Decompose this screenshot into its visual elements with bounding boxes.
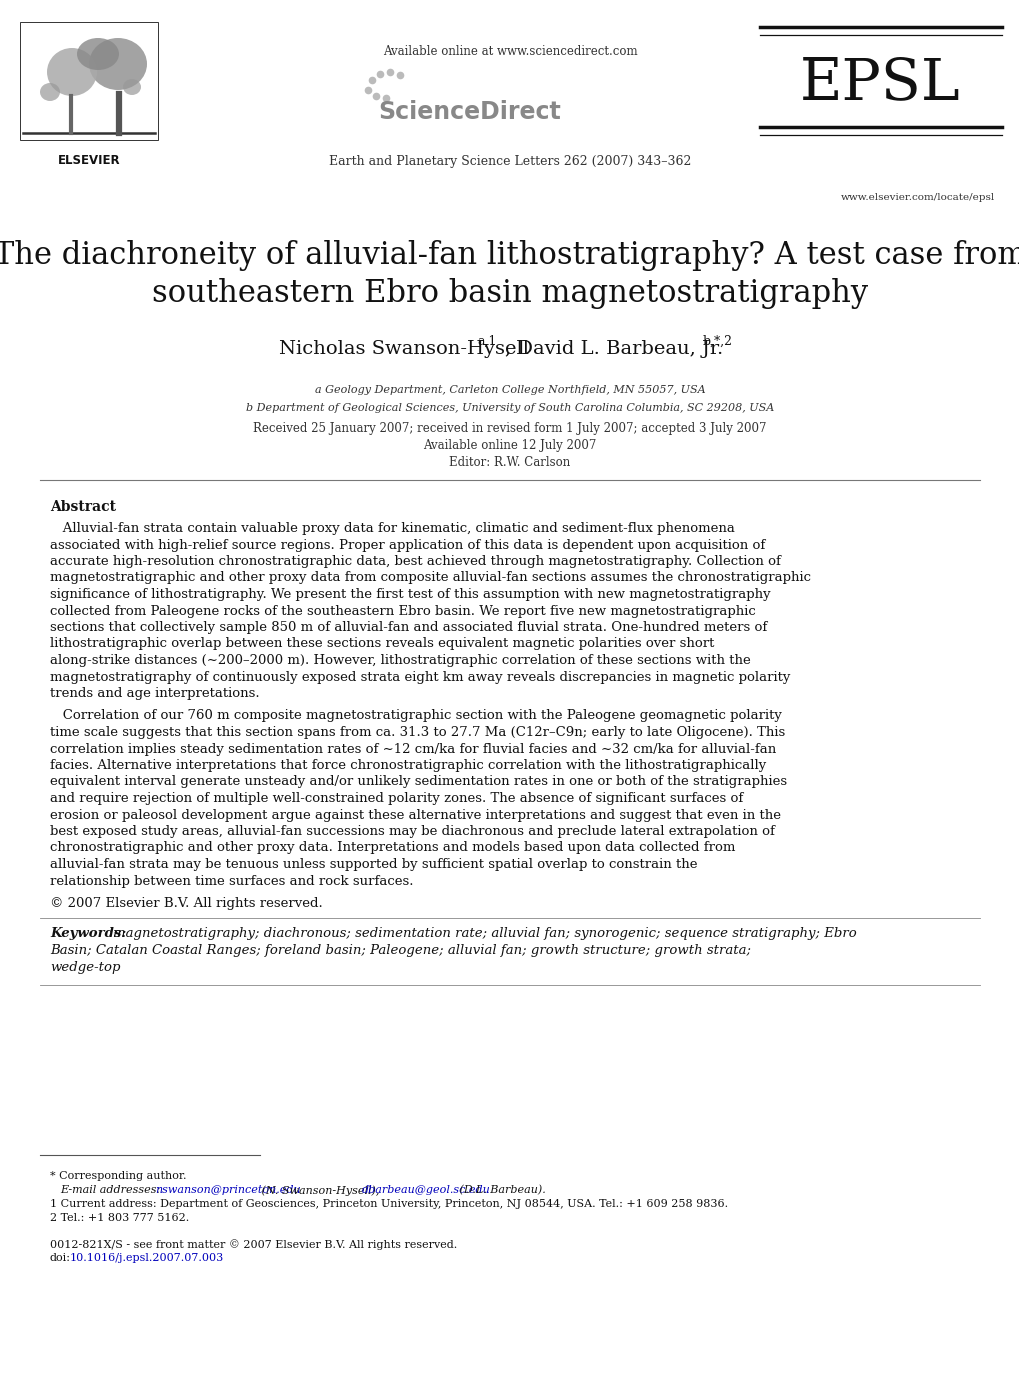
Text: a Geology Department, Carleton College Northfield, MN 55057, USA: a Geology Department, Carleton College N… (315, 385, 704, 395)
Text: ScienceDirect: ScienceDirect (378, 100, 560, 124)
Text: trends and age interpretations.: trends and age interpretations. (50, 687, 260, 700)
Text: doi:: doi: (50, 1253, 71, 1263)
Bar (20, 22, 158, 140)
Text: magnetostratigraphic and other proxy data from composite alluvial-fan sections a: magnetostratigraphic and other proxy dat… (50, 572, 810, 584)
Text: 1 Current address: Department of Geosciences, Princeton University, Princeton, N: 1 Current address: Department of Geoscie… (50, 1199, 728, 1209)
Text: * Corresponding author.: * Corresponding author. (50, 1171, 186, 1181)
Text: sections that collectively sample 850 m of alluvial-fan and associated fluvial s: sections that collectively sample 850 m … (50, 620, 766, 634)
Text: E-mail addresses:: E-mail addresses: (60, 1185, 164, 1195)
Text: and require rejection of multiple well-constrained polarity zones. The absence o: and require rejection of multiple well-c… (50, 791, 743, 805)
Text: EPSL: EPSL (799, 56, 959, 111)
Text: www.elsevier.com/locate/epsl: www.elsevier.com/locate/epsl (840, 193, 994, 202)
Ellipse shape (76, 38, 119, 70)
Text: associated with high-relief source regions. Proper application of this data is d: associated with high-relief source regio… (50, 538, 764, 551)
Text: best exposed study areas, alluvial-fan successions may be diachronous and preclu: best exposed study areas, alluvial-fan s… (50, 825, 774, 837)
Text: b Department of Geological Sciences, University of South Carolina Columbia, SC 2: b Department of Geological Sciences, Uni… (246, 403, 773, 413)
Text: Received 25 January 2007; received in revised form 1 July 2007; accepted 3 July : Received 25 January 2007; received in re… (253, 421, 766, 435)
Text: Alluvial-fan strata contain valuable proxy data for kinematic, climatic and sedi: Alluvial-fan strata contain valuable pro… (50, 522, 734, 536)
Text: facies. Alternative interpretations that force chronostratigraphic correlation w: facies. Alternative interpretations that… (50, 759, 765, 772)
Text: chronostratigraphic and other proxy data. Interpretations and models based upon : chronostratigraphic and other proxy data… (50, 842, 735, 854)
Text: Earth and Planetary Science Letters 262 (2007) 343–362: Earth and Planetary Science Letters 262 … (328, 154, 691, 168)
Text: magnetostratigraphy of continuously exposed strata eight km away reveals discrep: magnetostratigraphy of continuously expo… (50, 670, 790, 683)
Text: Nicholas Swanson-Hysell: Nicholas Swanson-Hysell (279, 339, 529, 357)
Text: Abstract: Abstract (50, 499, 116, 515)
Text: lithostratigraphic overlap between these sections reveals equivalent magnetic po: lithostratigraphic overlap between these… (50, 637, 713, 651)
Ellipse shape (89, 38, 147, 90)
Text: Keywords:: Keywords: (50, 928, 130, 940)
Text: significance of lithostratigraphy. We present the first test of this assumption : significance of lithostratigraphy. We pr… (50, 588, 770, 601)
Text: collected from Paleogene rocks of the southeastern Ebro basin. We report five ne: collected from Paleogene rocks of the so… (50, 605, 755, 618)
Text: , David L. Barbeau, Jr.: , David L. Barbeau, Jr. (504, 339, 722, 357)
Text: time scale suggests that this section spans from ca. 31.3 to 27.7 Ma (C12r–C9n; : time scale suggests that this section sp… (50, 726, 785, 739)
Text: 10.1016/j.epsl.2007.07.003: 10.1016/j.epsl.2007.07.003 (69, 1253, 223, 1263)
Text: 0012-821X/S - see front matter © 2007 Elsevier B.V. All rights reserved.: 0012-821X/S - see front matter © 2007 El… (50, 1239, 457, 1249)
Text: nswanson@princeton.edu: nswanson@princeton.edu (155, 1185, 301, 1195)
Text: Available online 12 July 2007: Available online 12 July 2007 (423, 440, 596, 452)
Ellipse shape (47, 49, 97, 96)
Text: ELSEVIER: ELSEVIER (58, 154, 120, 167)
Text: The diachroneity of alluvial-fan lithostratigraphy? A test case from: The diachroneity of alluvial-fan lithost… (0, 241, 1019, 271)
Text: © 2007 Elsevier B.V. All rights reserved.: © 2007 Elsevier B.V. All rights reserved… (50, 897, 322, 910)
Text: correlation implies steady sedimentation rates of ∼12 cm/ka for fluvial facies a: correlation implies steady sedimentation… (50, 743, 775, 755)
Ellipse shape (40, 83, 60, 102)
Text: alluvial-fan strata may be tenuous unless supported by sufficient spatial overla: alluvial-fan strata may be tenuous unles… (50, 858, 697, 871)
Ellipse shape (123, 79, 141, 95)
Text: Basin; Catalan Coastal Ranges; foreland basin; Paleogene; alluvial fan; growth s: Basin; Catalan Coastal Ranges; foreland … (50, 944, 750, 957)
Text: wedge-top: wedge-top (50, 961, 120, 974)
Text: Available online at www.sciencedirect.com: Available online at www.sciencedirect.co… (382, 45, 637, 58)
Text: accurate high-resolution chronostratigraphic data, best achieved through magneto: accurate high-resolution chronostratigra… (50, 555, 781, 568)
Text: b,*,2: b,*,2 (702, 335, 733, 348)
Text: relationship between time surfaces and rock surfaces.: relationship between time surfaces and r… (50, 875, 413, 887)
Text: magnetostratigraphy; diachronous; sedimentation rate; alluvial fan; synorogenic;: magnetostratigraphy; diachronous; sedime… (113, 928, 856, 940)
Text: Editor: R.W. Carlson: Editor: R.W. Carlson (449, 456, 570, 469)
Text: along-strike distances (∼200–2000 m). However, lithostratigraphic correlation of: along-strike distances (∼200–2000 m). Ho… (50, 654, 750, 668)
Text: erosion or paleosol development argue against these alternative interpretations : erosion or paleosol development argue ag… (50, 808, 781, 822)
Text: (D.L. Barbeau).: (D.L. Barbeau). (455, 1185, 545, 1195)
Text: dbarbeau@geol.sc.edu: dbarbeau@geol.sc.edu (362, 1185, 490, 1195)
Text: Correlation of our 760 m composite magnetostratigraphic section with the Paleoge: Correlation of our 760 m composite magne… (50, 709, 782, 722)
Text: equivalent interval generate unsteady and/or unlikely sedimentation rates in one: equivalent interval generate unsteady an… (50, 776, 787, 789)
Text: a,1: a,1 (477, 335, 496, 348)
Text: 2 Tel.: +1 803 777 5162.: 2 Tel.: +1 803 777 5162. (50, 1213, 190, 1223)
Text: southeastern Ebro basin magnetostratigraphy: southeastern Ebro basin magnetostratigra… (152, 278, 867, 309)
Text: (N. Swanson-Hysell),: (N. Swanson-Hysell), (258, 1185, 383, 1195)
